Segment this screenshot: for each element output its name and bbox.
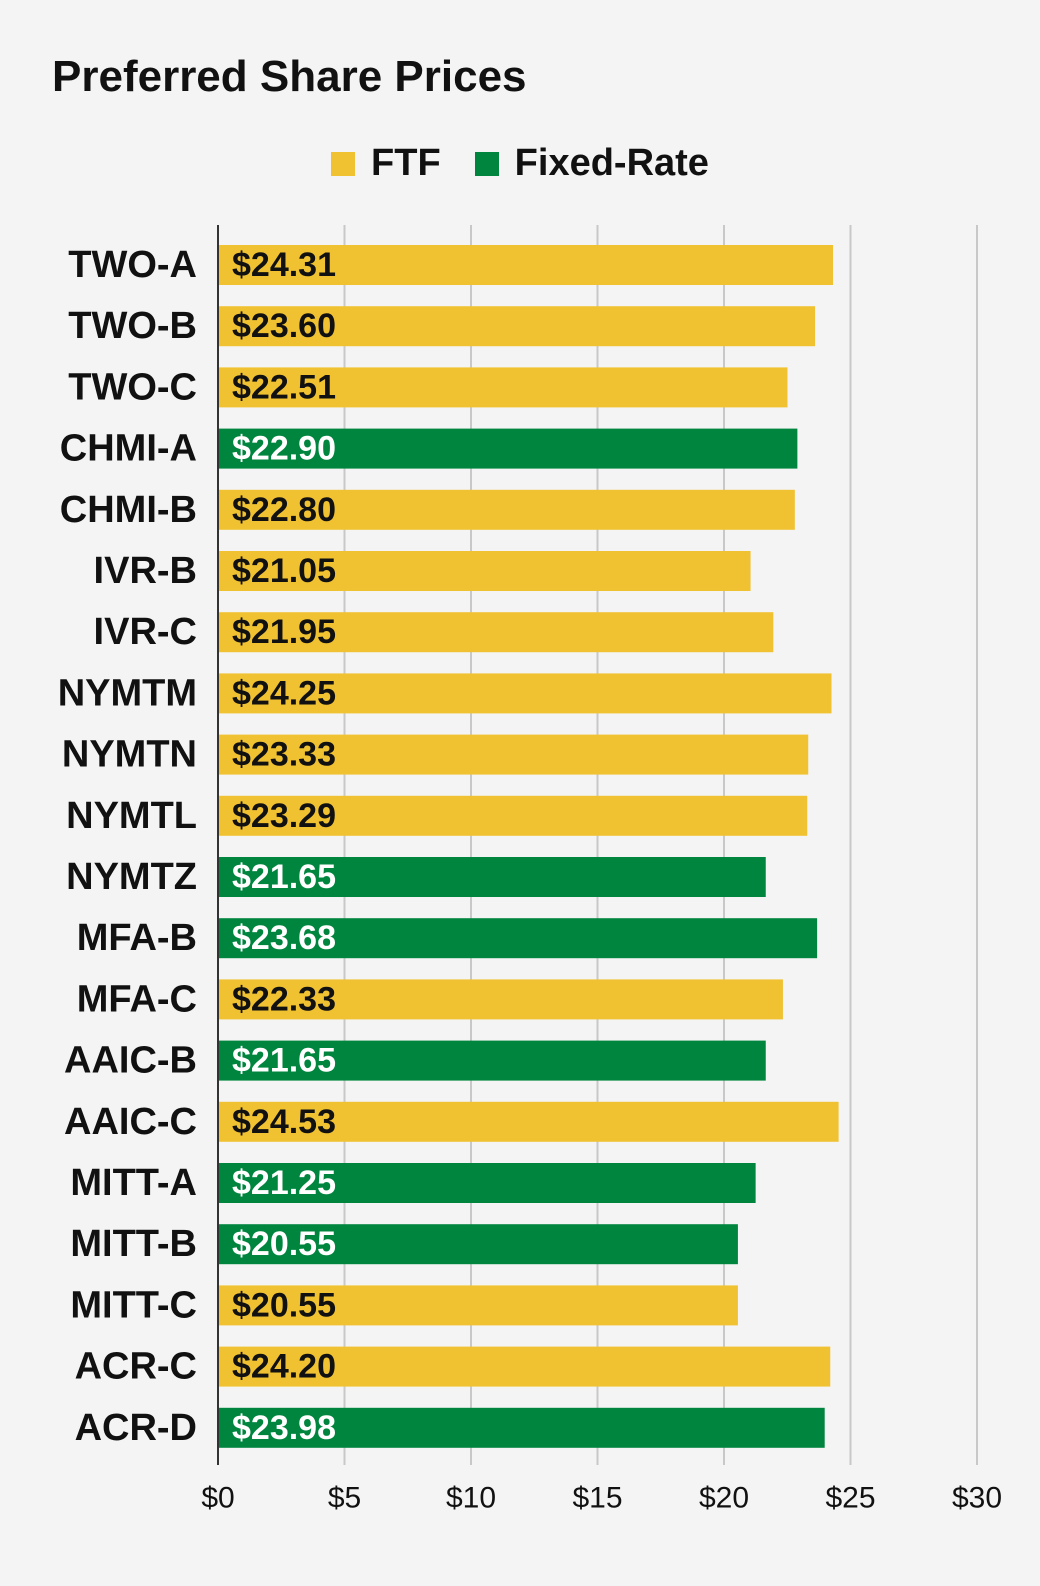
category-label-chmi-b: CHMI-B [60, 489, 197, 531]
bar-nymtl [218, 795, 808, 836]
bar-chmi-b [218, 489, 795, 530]
bar-mfa-b [218, 918, 818, 959]
category-label-mfa-c: MFA-C [77, 978, 197, 1020]
legend-label-fixed-rate: Fixed-Rate [514, 142, 709, 184]
value-label-ivr-b: $21.05 [232, 552, 336, 590]
category-label-mitt-c: MITT-C [70, 1284, 197, 1326]
bar-ivr-c [218, 612, 774, 653]
x-tick-label-5: $25 [825, 1482, 875, 1515]
bar-two-a [218, 245, 834, 285]
value-label-acr-d: $23.98 [232, 1409, 336, 1447]
x-tick-label-4: $20 [699, 1482, 749, 1515]
legend-entry-fixed-rate: Fixed-Rate [474, 142, 709, 185]
category-label-aaic-b: AAIC-B [64, 1040, 197, 1082]
legend: FTF Fixed-Rate [0, 142, 1040, 185]
category-label-two-c: TWO-C [68, 366, 197, 408]
value-label-nymtn: $23.33 [232, 736, 336, 774]
x-tick-label-6: $30 [952, 1482, 1002, 1515]
category-label-nymtl: NYMTL [66, 795, 197, 837]
category-label-acr-c: ACR-C [75, 1346, 197, 1388]
x-tick-label-2: $10 [446, 1482, 496, 1515]
value-label-two-b: $23.60 [232, 307, 336, 345]
value-label-mfa-c: $22.33 [232, 980, 336, 1018]
value-label-two-a: $24.31 [232, 246, 336, 284]
bar-aaic-b [218, 1040, 766, 1081]
chart-title: Preferred Share Prices [52, 52, 527, 101]
value-label-mitt-b: $20.55 [232, 1225, 336, 1263]
bar-mfa-c [218, 979, 783, 1020]
category-label-aaic-c: AAIC-C [64, 1101, 197, 1143]
value-label-mitt-a: $21.25 [232, 1164, 336, 1202]
value-label-aaic-c: $24.53 [232, 1103, 336, 1141]
legend-swatch-ftf [331, 151, 356, 176]
bar-two-c [218, 367, 788, 408]
bar-acr-d [218, 1407, 825, 1448]
x-tick-label-0: $0 [201, 1482, 234, 1515]
category-label-nymtz: NYMTZ [66, 856, 197, 898]
value-label-nymtl: $23.29 [232, 797, 336, 835]
category-label-acr-d: ACR-D [75, 1407, 197, 1449]
value-label-ivr-c: $21.95 [232, 613, 336, 651]
value-label-chmi-a: $22.90 [232, 430, 336, 468]
legend-entry-ftf: FTF [331, 142, 441, 185]
legend-label-ftf: FTF [371, 142, 441, 184]
category-label-nymtm: NYMTM [58, 672, 197, 714]
value-label-chmi-b: $22.80 [232, 491, 336, 529]
bar-mitt-b [218, 1224, 738, 1265]
value-label-acr-c: $24.20 [232, 1348, 336, 1386]
category-label-mitt-a: MITT-A [70, 1162, 197, 1204]
value-label-nymtz: $21.65 [232, 858, 336, 896]
bar-nymtz [218, 857, 766, 897]
x-tick-label-3: $15 [572, 1482, 622, 1515]
value-label-mfa-b: $23.68 [232, 919, 336, 957]
x-tick-label-1: $5 [328, 1482, 361, 1515]
bar-aaic-c [218, 1101, 839, 1142]
bar-chmi-a [218, 428, 798, 469]
bar-acr-c [218, 1346, 831, 1387]
bar-two-b [218, 306, 816, 347]
value-label-mitt-c: $20.55 [232, 1286, 336, 1324]
category-label-ivr-c: IVR-C [94, 611, 197, 653]
legend-swatch-fixed-rate [474, 151, 499, 176]
category-label-chmi-a: CHMI-A [60, 428, 197, 470]
category-label-mfa-b: MFA-B [77, 917, 197, 959]
category-label-two-b: TWO-B [68, 305, 197, 347]
bar-nymtn [218, 734, 809, 775]
category-label-two-a: TWO-A [68, 244, 197, 286]
value-label-two-c: $22.51 [232, 368, 336, 406]
category-label-mitt-b: MITT-B [70, 1223, 197, 1265]
value-label-nymtm: $24.25 [232, 674, 336, 712]
value-label-aaic-b: $21.65 [232, 1042, 336, 1080]
bar-ivr-b [218, 551, 751, 591]
bar-nymtm [218, 673, 832, 714]
bar-mitt-c [218, 1285, 738, 1326]
category-label-nymtn: NYMTN [62, 734, 197, 776]
category-label-ivr-b: IVR-B [94, 550, 197, 592]
bar-mitt-a [218, 1163, 756, 1203]
